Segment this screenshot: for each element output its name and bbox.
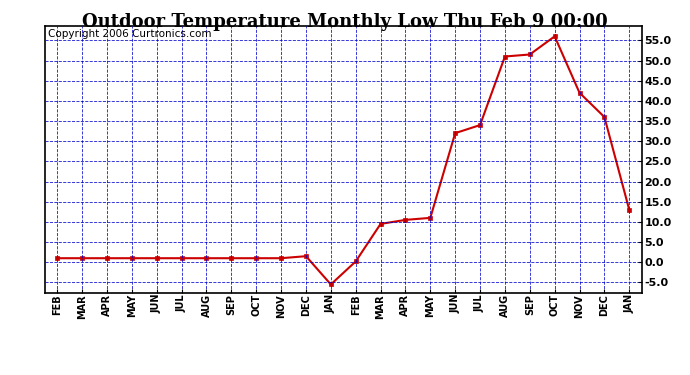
- Text: Copyright 2006 Curtronics.com: Copyright 2006 Curtronics.com: [48, 29, 211, 39]
- Text: Outdoor Temperature Monthly Low Thu Feb 9 00:00: Outdoor Temperature Monthly Low Thu Feb …: [82, 13, 608, 31]
